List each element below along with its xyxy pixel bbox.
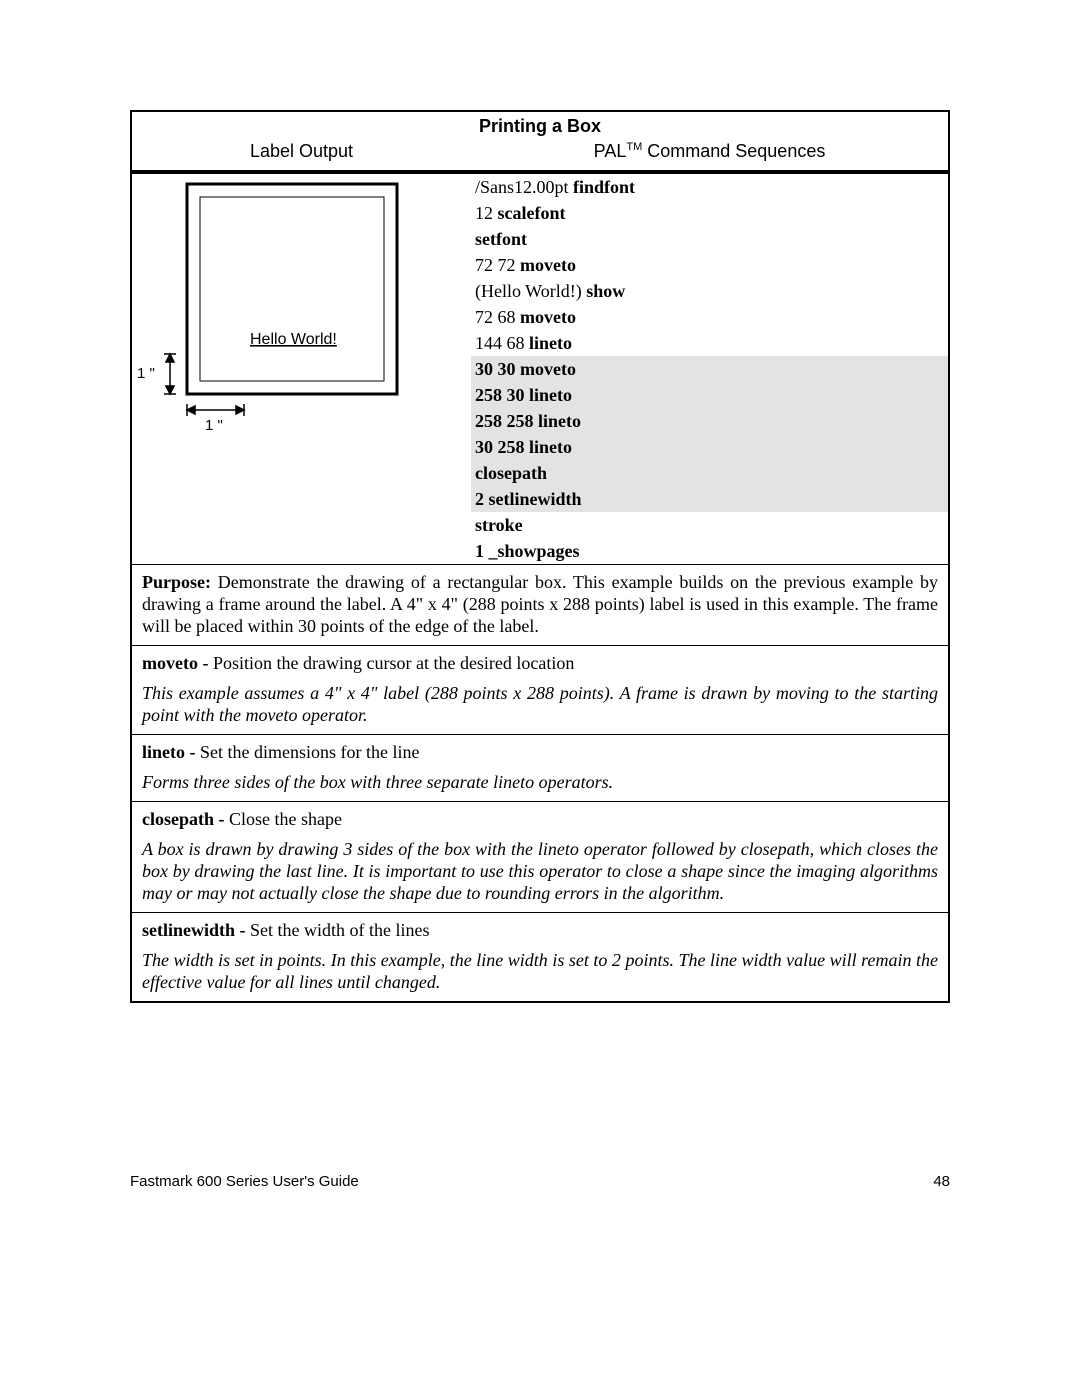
description-row: lineto - Set the dimensions for the line… [131,735,949,802]
description-lead-bold: closepath - [142,809,229,829]
command-text: moveto [520,255,576,275]
tm-superscript: TM [626,141,642,153]
description-cell: setlinewidth - Set the width of the line… [131,913,949,1003]
command-cell: /Sans12.00pt findfont12 scalefontsetfont… [471,172,949,565]
command-line: 72 72 moveto [471,252,948,278]
hello-world-text: Hello World! [250,331,337,348]
command-text: (Hello World!) [475,281,586,301]
description-row: setlinewidth - Set the width of the line… [131,913,949,1003]
col-header-left: Label Output [131,139,471,172]
horizontal-dimension-label: 1 " [205,417,223,434]
description-cell: Purpose: Demonstrate the drawing of a re… [131,565,949,646]
command-line: setfont [471,226,948,252]
command-text: 72 68 [475,307,520,327]
table-title: Printing a Box [131,111,949,139]
description-lead-bold: lineto - [142,742,200,762]
description-row: closepath - Close the shape A box is draw… [131,802,949,913]
description-italic: Forms three sides of the box with three … [142,771,938,793]
title-row: Printing a Box [131,111,949,139]
command-text: stroke [475,515,523,535]
command-text: 30 258 lineto [475,437,572,457]
command-text: 72 72 [475,255,520,275]
description-lead: closepath - Close the shape [142,808,938,830]
description-italic: The width is set in points. In this exam… [142,949,938,993]
command-list: /Sans12.00pt findfont12 scalefontsetfont… [471,174,948,564]
command-line: 258 258 lineto [471,408,948,434]
command-text: 12 [475,203,498,223]
command-text: findfont [573,177,635,197]
description-lead-text: Set the dimensions for the line [200,742,419,762]
command-line: 258 30 lineto [471,382,948,408]
command-text: closepath [475,463,547,483]
command-line: stroke [471,512,948,538]
command-text: 258 258 lineto [475,411,581,431]
command-line: 72 68 moveto [471,304,948,330]
command-text: 2 setlinewidth [475,489,582,509]
col-header-right-suffix: Command Sequences [642,141,825,161]
diagram-cell: Hello World! 1 " 1 " [131,172,471,565]
description-lead: lineto - Set the dimensions for the line [142,741,938,763]
command-line: 12 scalefont [471,200,948,226]
description-cell: lineto - Set the dimensions for the line… [131,735,949,802]
col-header-right: PALTM Command Sequences [471,139,949,172]
inner-box [200,197,384,381]
command-line: 2 setlinewidth [471,486,948,512]
command-line: 1 _showpages [471,538,948,564]
command-text: /Sans12.00pt [475,177,573,197]
description-cell: moveto - Position the drawing cursor at … [131,646,949,735]
description-lead: moveto - Position the drawing cursor at … [142,652,938,674]
command-line: 30 258 lineto [471,434,948,460]
command-text: 30 30 moveto [475,359,576,379]
command-line: closepath [471,460,948,486]
header-row: Label Output PALTM Command Sequences [131,139,949,172]
description-italic: This example assumes a 4" x 4" label (28… [142,682,938,726]
command-text: lineto [529,333,572,353]
horizontal-dimension-arrow [187,404,244,416]
command-text: show [586,281,625,301]
footer-right: 48 [933,1173,950,1190]
vertical-dimension-arrow [164,354,176,394]
label-diagram: Hello World! 1 " 1 " [132,174,452,444]
description-lead-text: Close the shape [229,809,342,829]
command-line: 144 68 lineto [471,330,948,356]
command-line: /Sans12.00pt findfont [471,174,948,200]
description-lead-bold: setlinewidth - [142,920,250,940]
description-lead: setlinewidth - Set the width of the line… [142,919,938,941]
command-text: 1 _showpages [475,541,580,561]
description-lead-text: Position the drawing cursor at the desir… [213,653,574,673]
command-text: setfont [475,229,527,249]
description-cell: closepath - Close the shape A box is draw… [131,802,949,913]
command-text: scalefont [498,203,566,223]
command-line: 30 30 moveto [471,356,948,382]
footer-left: Fastmark 600 Series User's Guide [130,1173,359,1190]
outer-box [187,184,397,394]
description-italic: A box is drawn by drawing 3 sides of the… [142,838,938,904]
description-lead-bold: Purpose: [142,572,218,592]
vertical-dimension-label: 1 " [137,365,155,382]
content-row: Hello World! 1 " 1 " /Sans12.00pt findfo… [131,172,949,565]
command-line: (Hello World!) show [471,278,948,304]
description-lead: Purpose: Demonstrate the drawing of a re… [142,571,938,637]
description-lead-bold: moveto - [142,653,213,673]
command-text: 258 30 lineto [475,385,572,405]
description-lead-text: Demonstrate the drawing of a rectangular… [142,572,938,636]
main-table: Printing a Box Label Output PALTM Comman… [130,110,950,1003]
page-footer: Fastmark 600 Series User's Guide 48 [130,1173,950,1190]
command-text: moveto [520,307,576,327]
document-page: Printing a Box Label Output PALTM Comman… [0,0,1080,1230]
description-row: Purpose: Demonstrate the drawing of a re… [131,565,949,646]
command-text: 144 68 [475,333,529,353]
description-row: moveto - Position the drawing cursor at … [131,646,949,735]
col-header-right-prefix: PAL [594,141,627,161]
description-lead-text: Set the width of the lines [250,920,429,940]
